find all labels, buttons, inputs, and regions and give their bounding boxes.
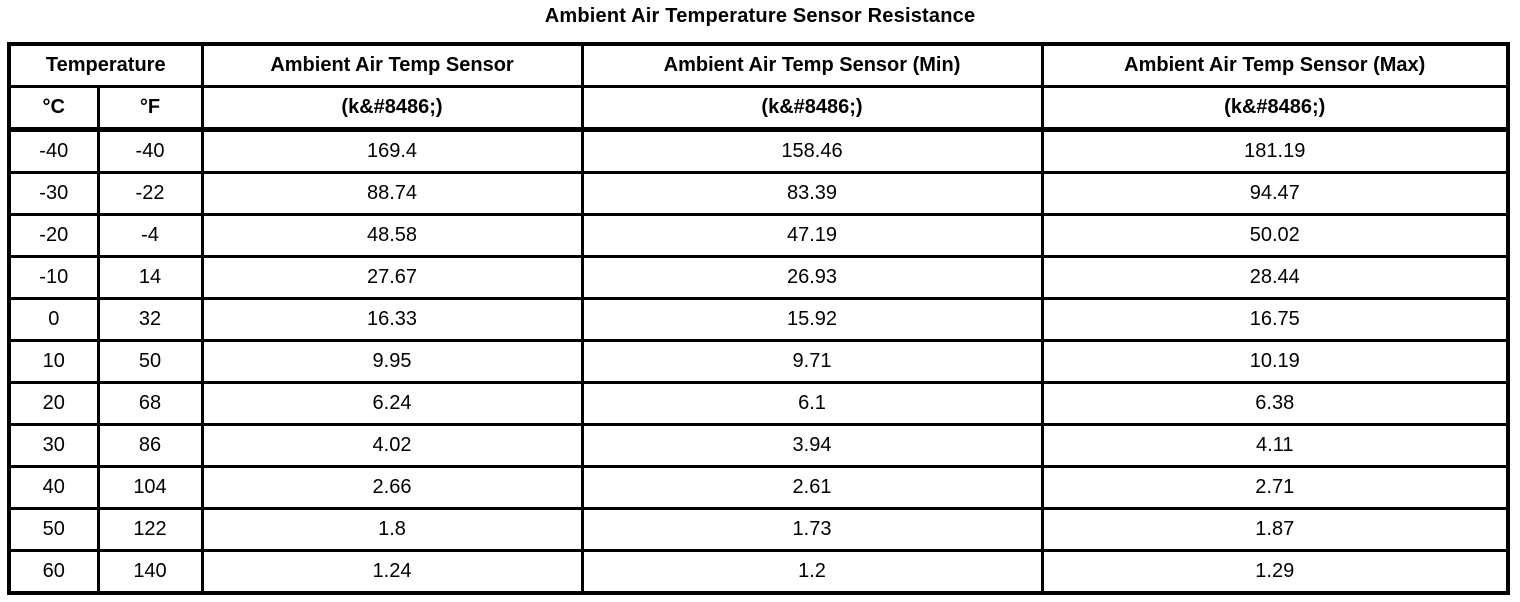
table-row: -10 14 27.67 26.93 28.44	[7, 255, 1510, 300]
sensor-min-cell: 2.61	[580, 465, 1044, 510]
sensor-max-cell: 4.11	[1040, 423, 1510, 468]
temp-f-cell: 140	[96, 549, 204, 595]
sensor-cell: 2.66	[200, 465, 584, 510]
temp-c-cell: -40	[7, 128, 100, 174]
sensor-min-cell: 3.94	[580, 423, 1044, 468]
resistance-table: Temperature Ambient Air Temp Sensor Ambi…	[7, 42, 1510, 595]
column-header-celsius: °C	[7, 85, 100, 132]
sensor-max-cell: 94.47	[1040, 171, 1510, 216]
sensor-cell: 9.95	[200, 339, 584, 384]
page-title: Ambient Air Temperature Sensor Resistanc…	[544, 5, 976, 27]
table-body: -40 -40 169.4 158.46 181.19 -30 -22 88.7…	[7, 128, 1510, 595]
temp-f-cell: 14	[96, 255, 204, 300]
table-header: Temperature Ambient Air Temp Sensor Ambi…	[7, 42, 1510, 132]
temp-c-cell: 10	[7, 339, 100, 384]
table-row: 0 32 16.33 15.92 16.75	[7, 297, 1510, 342]
sensor-min-cell: 26.93	[580, 255, 1044, 300]
temp-c-cell: -30	[7, 171, 100, 216]
sensor-max-cell: 1.87	[1040, 507, 1510, 552]
sensor-cell: 1.24	[200, 549, 584, 595]
temp-f-cell: 86	[96, 423, 204, 468]
sensor-max-cell: 181.19	[1040, 128, 1510, 174]
unit-sensor: (k&#8486;)	[200, 85, 584, 132]
table-row: 50 122 1.8 1.73 1.87	[7, 507, 1510, 552]
sensor-max-cell: 16.75	[1040, 297, 1510, 342]
sensor-cell: 1.8	[200, 507, 584, 552]
table-row: 40 104 2.66 2.61 2.71	[7, 465, 1510, 510]
sensor-min-cell: 47.19	[580, 213, 1044, 258]
sensor-max-cell: 6.38	[1040, 381, 1510, 426]
temp-f-cell: 122	[96, 507, 204, 552]
temp-f-cell: -40	[96, 128, 204, 174]
sensor-min-cell: 1.2	[580, 549, 1044, 595]
temp-c-cell: 0	[7, 297, 100, 342]
temp-c-cell: -20	[7, 213, 100, 258]
table-row: 20 68 6.24 6.1 6.38	[7, 381, 1510, 426]
temp-f-cell: 32	[96, 297, 204, 342]
unit-sensor-max: (k&#8486;)	[1040, 85, 1510, 132]
sensor-max-cell: 28.44	[1040, 255, 1510, 300]
sensor-cell: 16.33	[200, 297, 584, 342]
sensor-max-cell: 50.02	[1040, 213, 1510, 258]
temp-c-cell: 30	[7, 423, 100, 468]
table-row: -40 -40 169.4 158.46 181.19	[7, 128, 1510, 174]
column-header-sensor-max: Ambient Air Temp Sensor (Max)	[1040, 42, 1510, 88]
temp-f-cell: -22	[96, 171, 204, 216]
temp-c-cell: 50	[7, 507, 100, 552]
sensor-max-cell: 1.29	[1040, 549, 1510, 595]
table-header-row: Temperature Ambient Air Temp Sensor Ambi…	[7, 42, 1510, 88]
table-row: -30 -22 88.74 83.39 94.47	[7, 171, 1510, 216]
unit-sensor-min: (k&#8486;)	[580, 85, 1044, 132]
table-row: 10 50 9.95 9.71 10.19	[7, 339, 1510, 384]
sensor-min-cell: 158.46	[580, 128, 1044, 174]
table-row: -20 -4 48.58 47.19 50.02	[7, 213, 1510, 258]
temp-f-cell: -4	[96, 213, 204, 258]
column-header-fahrenheit: °F	[96, 85, 204, 132]
sensor-min-cell: 1.73	[580, 507, 1044, 552]
temp-c-cell: 60	[7, 549, 100, 595]
sensor-cell: 169.4	[200, 128, 584, 174]
temp-c-cell: -10	[7, 255, 100, 300]
sensor-min-cell: 6.1	[580, 381, 1044, 426]
sensor-cell: 88.74	[200, 171, 584, 216]
temp-c-cell: 40	[7, 465, 100, 510]
sensor-cell: 48.58	[200, 213, 584, 258]
table-row: 30 86 4.02 3.94 4.11	[7, 423, 1510, 468]
table-row: 60 140 1.24 1.2 1.29	[7, 549, 1510, 595]
sensor-cell: 6.24	[200, 381, 584, 426]
sensor-min-cell: 15.92	[580, 297, 1044, 342]
sensor-min-cell: 9.71	[580, 339, 1044, 384]
column-header-sensor-min: Ambient Air Temp Sensor (Min)	[580, 42, 1044, 88]
temp-f-cell: 68	[96, 381, 204, 426]
sensor-max-cell: 2.71	[1040, 465, 1510, 510]
temp-f-cell: 50	[96, 339, 204, 384]
sensor-cell: 4.02	[200, 423, 584, 468]
temp-f-cell: 104	[96, 465, 204, 510]
column-header-temperature: Temperature	[7, 42, 204, 88]
table-units-row: °C °F (k&#8486;) (k&#8486;) (k&#8486;)	[7, 85, 1510, 132]
sensor-max-cell: 10.19	[1040, 339, 1510, 384]
sensor-cell: 27.67	[200, 255, 584, 300]
temp-c-cell: 20	[7, 381, 100, 426]
sensor-min-cell: 83.39	[580, 171, 1044, 216]
column-header-sensor: Ambient Air Temp Sensor	[200, 42, 584, 88]
